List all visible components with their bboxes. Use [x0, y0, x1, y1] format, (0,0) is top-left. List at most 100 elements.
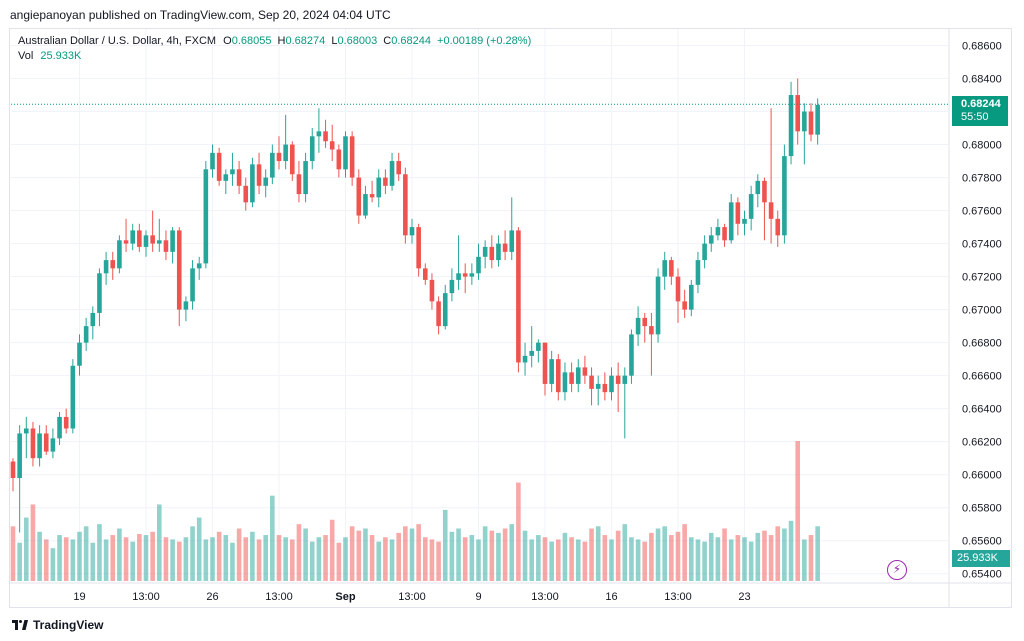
volume-bar: [469, 535, 475, 581]
volume-bar: [343, 537, 348, 581]
candle-body: [529, 350, 534, 356]
volume-bar: [708, 532, 714, 581]
candle-body: [37, 433, 42, 459]
candle-body: [283, 144, 288, 162]
last-price-tag: 0.68244 55:50: [952, 96, 1008, 126]
candle-body: [10, 461, 16, 479]
candle-body: [190, 268, 195, 302]
volume-bar: [17, 542, 22, 581]
volume-bar: [303, 528, 308, 581]
volume-bar: [356, 530, 362, 581]
volume-tag: 25.933K: [952, 550, 1010, 567]
candle-body: [502, 243, 508, 252]
candle-body: [629, 334, 634, 376]
volume-bar: [276, 535, 282, 581]
candle-body: [157, 240, 162, 244]
candle-body: [575, 367, 581, 384]
candle-body: [110, 260, 116, 269]
volume-bar: [549, 541, 554, 581]
candle-body: [675, 276, 681, 302]
volume-bar: [90, 542, 96, 581]
volume-bar: [722, 528, 727, 581]
volume-bar: [403, 526, 408, 581]
volume-bar: [782, 528, 787, 581]
volume-bar: [509, 524, 515, 581]
volume-bar: [57, 535, 62, 581]
volume-bar: [296, 524, 302, 581]
candle-body: [236, 169, 242, 186]
candle-body: [243, 185, 249, 203]
volume-bar: [622, 524, 628, 581]
y-tick-label: 0.66600: [962, 371, 1002, 383]
symbol-label: Australian Dollar / U.S. Dollar, 4h, FXC…: [18, 35, 217, 47]
volume-bar: [43, 539, 49, 581]
volume-bar: [536, 535, 541, 581]
candle-body: [536, 342, 541, 351]
publish-line: angiepanoyan published on TradingView.co…: [10, 8, 391, 22]
candle-body: [748, 194, 754, 219]
candle-body: [522, 355, 528, 363]
candle-body: [196, 263, 202, 269]
candle-body: [150, 235, 155, 244]
volume-bar: [117, 528, 122, 581]
volume-bar: [682, 524, 687, 581]
candle-body: [230, 169, 235, 175]
volume-bar: [502, 528, 508, 581]
candle-body: [389, 161, 395, 186]
candle-body: [349, 136, 355, 178]
candle-body: [130, 230, 135, 244]
volume-bar: [263, 535, 268, 581]
candle-body: [815, 104, 820, 135]
x-tick-label: 26: [206, 591, 218, 603]
volume-bar: [196, 517, 202, 581]
candle-body: [323, 131, 328, 142]
candle-body: [722, 227, 727, 241]
x-tick-label: 13:00: [265, 591, 293, 603]
candle-body: [682, 301, 687, 310]
candle-body: [689, 284, 694, 310]
candle-body: [562, 372, 568, 393]
footer: TradingView: [12, 618, 103, 632]
bar-countdown: 55:50: [961, 111, 989, 123]
volume-bar: [755, 532, 761, 581]
candle-body: [403, 174, 408, 236]
volume-bar: [256, 539, 262, 581]
y-tick-label: 0.65600: [962, 536, 1002, 548]
close-label: C: [383, 35, 392, 47]
volume-bar: [556, 539, 561, 581]
volume-bar: [629, 537, 634, 581]
volume-bar: [150, 531, 155, 581]
y-tick-label: 0.66800: [962, 338, 1002, 350]
candle-body: [669, 260, 674, 277]
candle-body: [649, 326, 654, 335]
volume-bar: [615, 530, 621, 581]
candle-body: [602, 383, 608, 393]
volume-bar: [77, 531, 82, 581]
volume-label: Vol: [18, 50, 34, 62]
volume-bar: [802, 539, 807, 581]
candle-body: [635, 317, 641, 335]
candle-body: [595, 383, 601, 389]
volume-bar: [695, 539, 701, 581]
volume-bar: [24, 517, 29, 581]
volume-bar: [689, 537, 694, 581]
candle-body: [396, 161, 401, 175]
candle-body: [795, 95, 800, 132]
volume-bar: [642, 541, 648, 581]
candle-body: [256, 164, 262, 186]
candle-body: [143, 235, 149, 247]
candle-body: [263, 177, 268, 186]
candle-body: [416, 227, 421, 269]
volume-bar: [336, 542, 342, 581]
volume-bar: [409, 528, 415, 581]
candle-body: [615, 375, 621, 384]
last-price-value: 0.68244: [961, 98, 1001, 110]
volume-bar: [157, 504, 162, 581]
volume-bar: [788, 520, 794, 581]
candle-body: [775, 218, 781, 236]
candle-body: [609, 375, 614, 393]
volume-bar: [762, 530, 767, 581]
volume-bar: [775, 526, 781, 581]
flash-icon[interactable]: ⚡: [887, 560, 907, 580]
